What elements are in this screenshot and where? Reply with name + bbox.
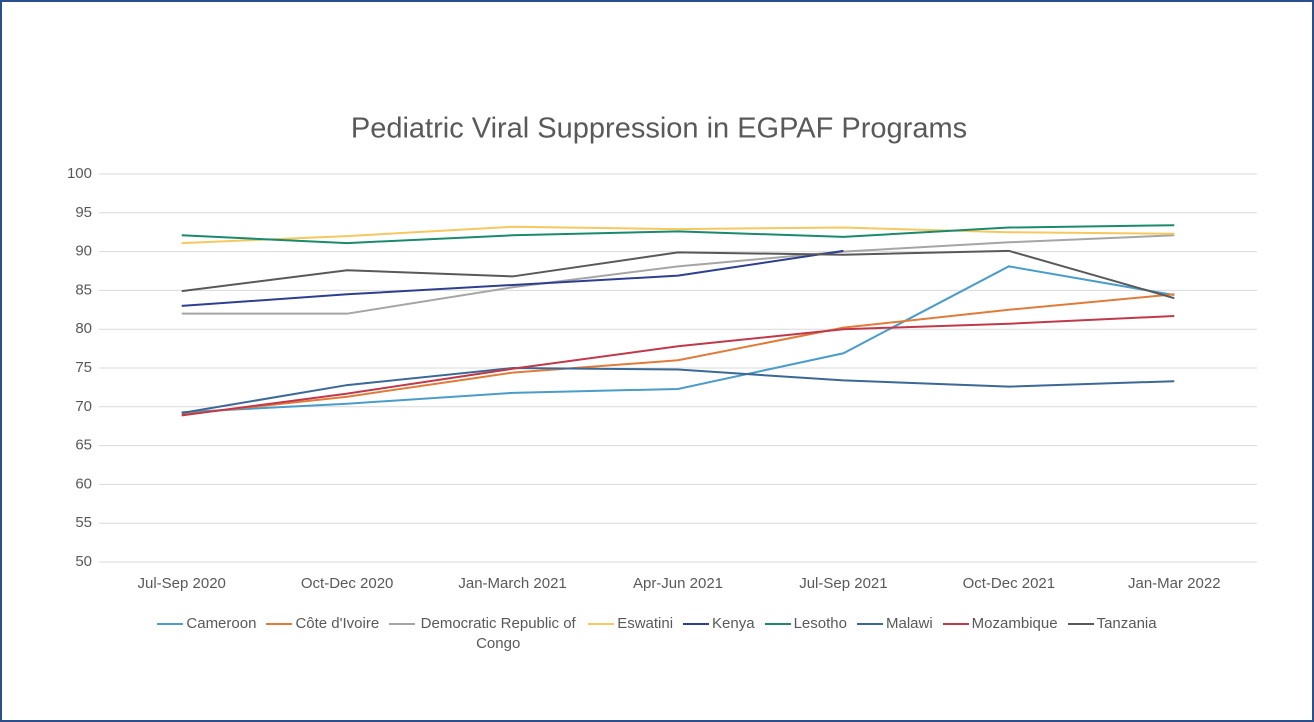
series-line [181, 366, 1175, 414]
legend-swatch [764, 623, 791, 625]
series-line [181, 249, 844, 307]
y-tick-label: 90 [75, 243, 92, 260]
legend-swatch [1067, 623, 1094, 625]
legend-item: Democratic Republic of Congo [389, 614, 578, 654]
legend-item: Malawi [856, 614, 933, 654]
legend-swatch [266, 623, 293, 625]
legend-swatch [856, 623, 883, 625]
legend-label: Kenya [712, 615, 755, 632]
y-tick-label: 75 [75, 359, 92, 376]
legend-swatch [588, 623, 615, 625]
legend: Cameroon Côte d'Ivoire Democratic Republic… [2, 614, 1312, 654]
x-tick-label: Jan-March 2021 [458, 575, 566, 592]
legend-label: Eswatini [617, 615, 674, 632]
legend-swatch [683, 623, 710, 625]
y-tick-label: 50 [75, 553, 92, 570]
y-tick-label: 100 [67, 165, 92, 182]
legend-label: Tanzania [1096, 615, 1157, 632]
series-line [181, 265, 1175, 414]
y-tick-label: 60 [75, 475, 92, 492]
legend-swatch [389, 623, 416, 625]
legend-item: Côte d'Ivoire [266, 614, 379, 654]
legend-label: Mozambique [971, 615, 1058, 632]
legend-label: Malawi [885, 615, 933, 632]
legend-item: Lesotho [764, 614, 847, 654]
x-tick-label: Jul-Sep 2021 [799, 575, 887, 592]
series-line [181, 225, 1175, 245]
legend-item: Cameroon [157, 614, 256, 654]
legend-label: Cameroon [186, 615, 257, 632]
x-tick-label: Apr-Jun 2021 [633, 575, 723, 592]
series-line [181, 293, 1175, 416]
x-tick-label: Oct-Dec 2020 [301, 575, 394, 592]
legend-label: Côte d'Ivoire [295, 615, 380, 632]
series-line [181, 315, 1175, 417]
legend-swatch [157, 623, 184, 625]
legend-swatch [942, 623, 969, 625]
y-tick-label: 80 [75, 320, 92, 337]
x-tick-label: Jan-Mar 2022 [1128, 575, 1221, 592]
legend-item: Mozambique [942, 614, 1058, 654]
y-tick-label: 85 [75, 281, 92, 298]
legend-label: Democratic Republic of Congo [420, 615, 576, 652]
chart-title: Pediatric Viral Suppression in EGPAF Pro… [351, 113, 967, 145]
x-tick-label: Oct-Dec 2021 [963, 575, 1056, 592]
y-tick-label: 70 [75, 398, 92, 415]
y-tick-label: 65 [75, 437, 92, 454]
x-tick-label: Jul-Sep 2020 [138, 575, 226, 592]
y-tick-label: 55 [75, 514, 92, 531]
series-line [181, 249, 1175, 300]
legend-label: Lesotho [793, 615, 847, 632]
series-line [181, 224, 1175, 245]
y-tick-label: 95 [75, 204, 92, 221]
legend-item: Eswatini [588, 614, 673, 654]
legend-item: Tanzania [1067, 614, 1157, 654]
legend-item: Kenya [683, 614, 755, 654]
series-line [181, 234, 1175, 315]
